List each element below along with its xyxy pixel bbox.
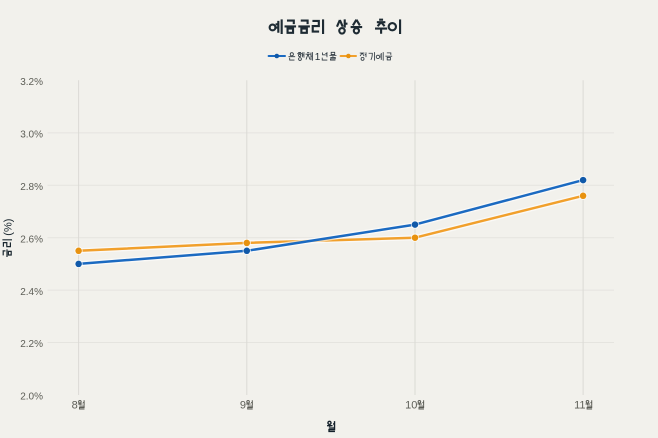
- svg-text:3.0%: 3.0%: [20, 130, 43, 141]
- svg-text:2.6%: 2.6%: [20, 234, 43, 245]
- svg-text:8: 8: [72, 400, 78, 412]
- svg-text:2.4%: 2.4%: [20, 287, 43, 298]
- svg-text:11: 11: [574, 400, 585, 412]
- svg-text:3.2%: 3.2%: [20, 77, 43, 88]
- svg-text:(%): (%): [2, 219, 14, 236]
- svg-text:2.0%: 2.0%: [20, 392, 43, 403]
- svg-text:9: 9: [240, 400, 246, 412]
- svg-text:2.2%: 2.2%: [20, 339, 43, 350]
- svg-text:10: 10: [405, 400, 417, 412]
- svg-text:2.8%: 2.8%: [20, 182, 43, 193]
- svg-text:1: 1: [315, 52, 321, 63]
